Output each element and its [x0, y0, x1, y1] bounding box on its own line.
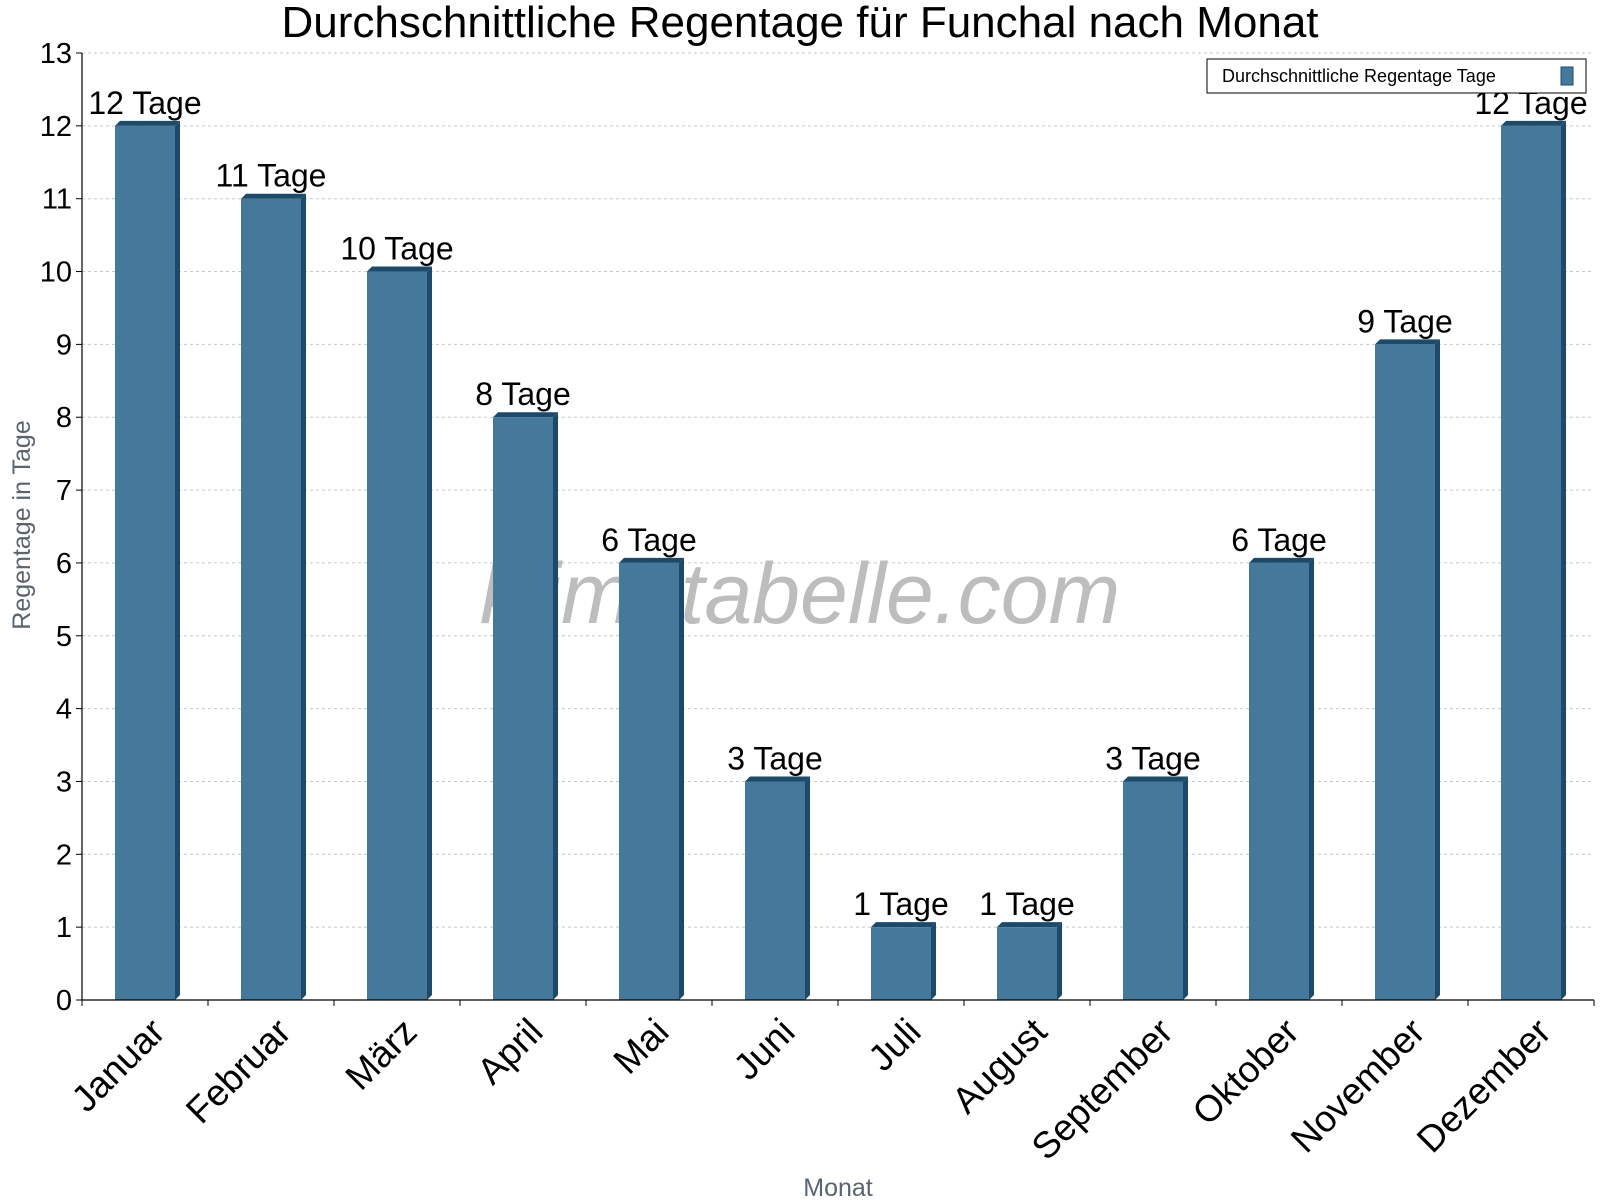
bar — [1375, 344, 1435, 1000]
legend-label: Durchschnittliche Regentage Tage — [1222, 66, 1496, 86]
y-axis-label: Regentage in Tage — [8, 420, 36, 629]
bar — [745, 781, 805, 1000]
x-tick-label: Mai — [606, 1011, 677, 1082]
bar — [1123, 781, 1183, 1000]
grid-lines — [82, 52, 1594, 928]
bar-side — [679, 557, 684, 1000]
x-tick-label: März — [338, 1011, 425, 1098]
bar — [241, 198, 301, 1000]
x-axis-label: Monat — [803, 1174, 873, 1200]
legend-box — [1206, 58, 1587, 94]
data-label: 6 Tage — [1231, 522, 1327, 558]
y-tick-label: 7 — [56, 475, 72, 507]
data-label: 3 Tage — [1105, 740, 1201, 776]
y-tick-label: 13 — [40, 38, 72, 70]
bar-side — [1435, 339, 1440, 1000]
bar-side — [1057, 922, 1062, 1000]
data-label: 1 Tage — [853, 886, 949, 922]
bar-side — [1561, 120, 1566, 1001]
y-tick-label: 3 — [56, 766, 72, 798]
x-tick-label: August — [944, 1010, 1055, 1121]
bar-top — [493, 412, 558, 418]
y-tick-label: 5 — [56, 621, 72, 653]
data-label: 6 Tage — [601, 522, 697, 558]
bar-group — [1249, 557, 1314, 1000]
bar-side — [427, 266, 432, 1000]
y-tick-label: 10 — [40, 257, 72, 289]
chart-title: Durchschnittliche Regentage für Funchal … — [281, 0, 1318, 47]
data-label: 1 Tage — [979, 886, 1075, 922]
y-tick-label: 11 — [42, 184, 72, 216]
bar-group — [493, 412, 558, 1000]
bar-group — [1123, 776, 1188, 1000]
y-tick-label: 9 — [56, 329, 72, 361]
data-label: 3 Tage — [727, 740, 823, 776]
bar-side — [1309, 557, 1314, 1000]
bar-group — [619, 557, 684, 1000]
x-tick-label: Januar — [64, 1011, 173, 1120]
x-tick-label: Juni — [726, 1011, 803, 1088]
bar — [997, 927, 1057, 1000]
bar-series — [115, 120, 1566, 1001]
x-tick-label: November — [1283, 1011, 1433, 1161]
bar-top — [1249, 557, 1314, 563]
y-tick-label: 12 — [40, 111, 72, 143]
bar-side — [1183, 776, 1188, 1000]
bar-group — [871, 922, 936, 1000]
x-tick-label: Oktober — [1185, 1011, 1307, 1133]
bar-top — [241, 193, 306, 199]
x-tick-label: April — [469, 1011, 550, 1092]
x-tick-label: Februar — [178, 1011, 299, 1132]
bar — [367, 271, 427, 1000]
data-label: 8 Tage — [475, 376, 571, 412]
bar — [871, 927, 931, 1000]
bar-top — [871, 922, 936, 928]
data-label: 11 Tage — [216, 158, 327, 194]
y-tick-label: 4 — [56, 694, 72, 726]
bar — [1249, 562, 1309, 1000]
bar-top — [1375, 339, 1440, 345]
bar-side — [553, 412, 558, 1000]
bar-side — [931, 922, 936, 1000]
bar-group — [367, 266, 432, 1000]
bar-group — [997, 922, 1062, 1000]
watermark: klimatabelle.com — [480, 546, 1120, 642]
data-labels: 12 Tage 11 Tage 10 Tage 8 Tage 6 Tage 3 Tage 1… — [88, 85, 1587, 922]
y-tick-label: 6 — [56, 548, 72, 580]
x-tick-label: Dezember — [1409, 1011, 1559, 1161]
bar-top — [619, 557, 684, 563]
bar — [619, 562, 679, 1000]
bar-group — [241, 193, 306, 1000]
bar-top — [997, 922, 1062, 928]
legend-swatch — [1560, 66, 1574, 86]
data-label: 12 Tage — [88, 85, 201, 121]
bar-group — [1375, 339, 1440, 1000]
bar-group — [115, 120, 180, 1001]
bar-side — [175, 120, 180, 1001]
bar-group — [1501, 120, 1566, 1001]
data-label: 10 Tage — [340, 231, 453, 267]
axes — [81, 53, 1594, 1001]
bar-top — [745, 776, 810, 782]
bar-side — [805, 776, 810, 1000]
y-tick-label: 0 — [56, 985, 72, 1017]
x-axis-ticks: Januar Februar März April Mai Juni Juli AugustS… — [64, 1000, 1595, 1168]
bar-side — [301, 193, 306, 1000]
y-tick-label: 2 — [56, 839, 72, 871]
legend: Durchschnittliche Regentage Tage — [1206, 58, 1587, 94]
y-tick-label: 8 — [56, 402, 72, 434]
bar-top — [367, 266, 432, 272]
bar — [493, 417, 553, 1000]
bar-group — [745, 776, 810, 1000]
bar — [115, 125, 175, 1001]
bar — [1501, 125, 1561, 1001]
x-tick-label: Juli — [860, 1011, 928, 1079]
bar-top — [1501, 120, 1566, 126]
data-label: 9 Tage — [1357, 303, 1453, 339]
bar-top — [1123, 776, 1188, 782]
bar-top — [115, 120, 180, 126]
y-tick-label: 1 — [56, 912, 72, 944]
